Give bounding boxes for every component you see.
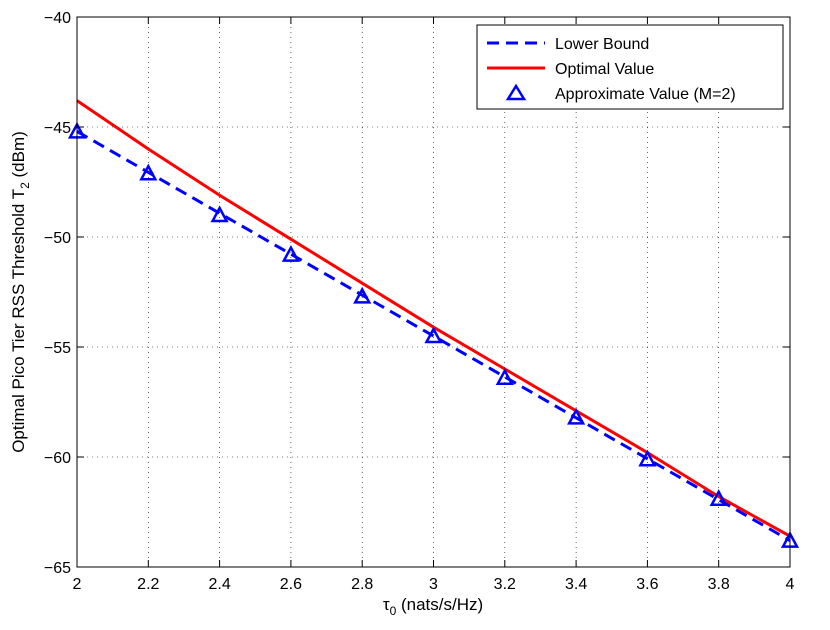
series-layer xyxy=(67,99,800,548)
legend-lower-bound-label: Lower Bound xyxy=(555,36,649,53)
x-axis-label-rest: (nats/s/Hz) xyxy=(396,595,483,614)
legend-optimal-value-label: Optimal Value xyxy=(555,61,654,78)
y-axis-label-rest: (dBm) xyxy=(9,131,28,182)
approximate-value-marker xyxy=(709,489,728,507)
y-axis-label-main: Optimal Pico Tier RSS Threshold T xyxy=(9,189,28,453)
approximate-value-marker xyxy=(495,368,514,386)
x-tick-label: 3.8 xyxy=(708,576,730,593)
y-tick-label: −55 xyxy=(44,340,71,357)
x-tick-label: 2.8 xyxy=(351,576,373,593)
y-tick-label: −45 xyxy=(44,120,71,137)
y-tick-label: −50 xyxy=(44,230,71,247)
approximate-value-marker xyxy=(139,163,158,181)
y-tick-label: −60 xyxy=(44,450,71,467)
x-tick-label: 2.2 xyxy=(137,576,159,593)
legend-approximate-value-label: Approximate Value (M=2) xyxy=(555,86,736,103)
axis-ticks: 2 2.2 2.4 2.6 2.8 3 3.2 3.4 3.6 3.8 4 −65 −60 −55 −50 −… xyxy=(44,10,795,593)
x-axis-label-main: τ xyxy=(383,595,390,614)
x-tick-label: 2.4 xyxy=(208,576,230,593)
approximate-value-marker xyxy=(567,407,586,425)
approximate-value-marker xyxy=(638,449,657,467)
x-tick-label: 2 xyxy=(73,576,82,593)
y-axis-label-subscript: 2 xyxy=(18,182,32,189)
y-tick-label: −40 xyxy=(44,10,71,27)
x-axis-label: τ0 (nats/s/Hz) xyxy=(383,595,483,618)
x-tick-label: 3.6 xyxy=(636,576,658,593)
y-axis-label: Optimal Pico Tier RSS Threshold T2 (dBm) xyxy=(9,131,32,453)
legend-approximate-value-marker xyxy=(505,83,527,101)
approximate-value-marker xyxy=(424,326,443,344)
x-tick-label: 3.4 xyxy=(565,576,587,593)
x-axis-label-subscript: 0 xyxy=(390,604,397,618)
x-tick-label: 3.2 xyxy=(494,576,516,593)
x-tick-label: 2.6 xyxy=(280,576,302,593)
lower-bound-line xyxy=(76,130,791,542)
approximate-value-marker xyxy=(353,286,372,304)
approximate-value-marker xyxy=(210,205,229,223)
x-tick-label: 4 xyxy=(786,576,795,593)
x-tick-label: 3 xyxy=(429,576,438,593)
approximate-value-marker xyxy=(281,244,300,262)
legend: Lower Bound Optimal Value Approximate Va… xyxy=(476,24,784,110)
y-tick-label: −65 xyxy=(44,560,71,577)
